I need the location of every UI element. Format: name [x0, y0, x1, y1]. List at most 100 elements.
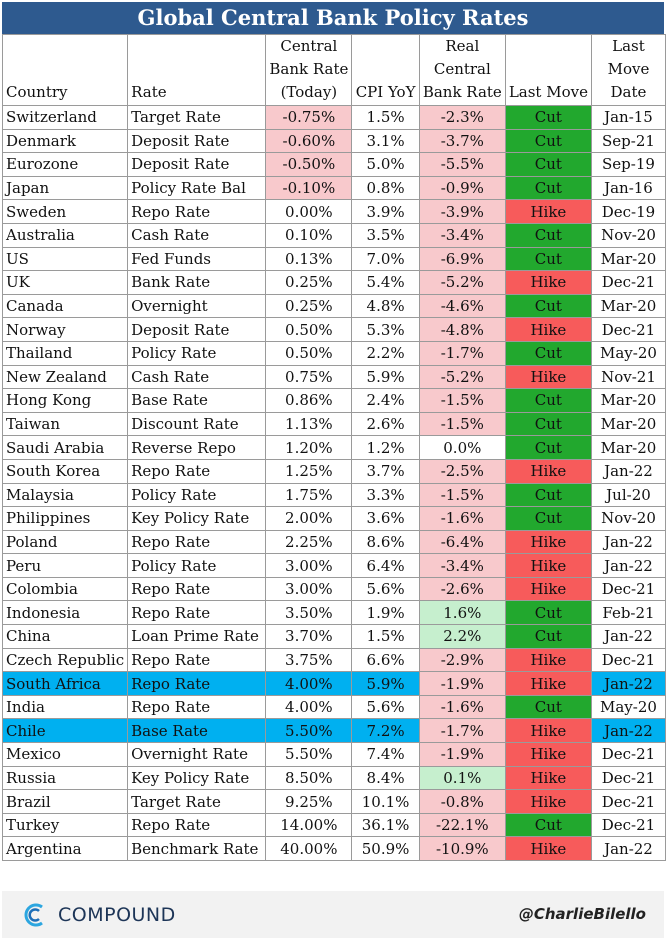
cpi-cell: 8.6%: [351, 529, 420, 555]
last-move-cell: Hike: [504, 270, 592, 295]
table-row: China Loan Prime Rate 3.70% 1.5% 2.2% Cut Jan-…: [1, 624, 666, 649]
last-move-date-cell: Mar-20: [590, 388, 666, 413]
table-row: Japan Policy Rate Bal -0.10% 0.8% -0.9% Cut Ja…: [1, 175, 666, 201]
last-move-date-cell: Dec-21: [590, 789, 666, 814]
last-move-date-cell: Sep-21: [590, 128, 666, 154]
last-move-cell: Hike: [504, 576, 592, 602]
cpi-cell: 5.6%: [351, 576, 420, 602]
cpi-cell: 6.4%: [351, 553, 420, 578]
cpi-cell: 5.6%: [351, 694, 420, 720]
central-bank-rate-cell: 0.10%: [265, 222, 353, 248]
rate-type-cell: Deposit Rate: [127, 317, 267, 342]
central-bank-rate-cell: 2.25%: [265, 529, 353, 555]
rate-type-cell: Overnight: [127, 293, 267, 319]
header-country: Country: [1, 34, 129, 106]
central-bank-rate-cell: 4.00%: [265, 694, 353, 720]
real-rate-cell: -2.9%: [418, 647, 506, 673]
compound-c-icon: [24, 903, 43, 927]
last-move-cell: Cut: [504, 624, 592, 649]
table-row: Czech Republic Repo Rate 3.75% 6.6% -2.9% Hik…: [1, 647, 666, 673]
last-move-cell: Hike: [504, 765, 592, 791]
country-cell: New Zealand: [1, 364, 129, 390]
last-move-cell: Cut: [504, 388, 592, 413]
table-row: Sweden Repo Rate 0.00% 3.9% -3.9% Hike Dec-19: [1, 199, 666, 224]
table-row: UK Bank Rate 0.25% 5.4% -5.2% Hike Dec-21: [1, 270, 666, 295]
central-bank-rate-cell: -0.10%: [265, 175, 353, 201]
last-move-cell: Cut: [504, 105, 592, 130]
central-bank-rate-cell: 0.13%: [265, 246, 353, 272]
rate-type-cell: Key Policy Rate: [127, 765, 267, 791]
table-row: Saudi Arabia Reverse Repo 1.20% 1.2% 0.0% Cut…: [1, 435, 666, 460]
country-cell: Eurozone: [1, 152, 129, 177]
table-title: Global Central Bank Policy Rates: [2, 2, 664, 34]
cpi-cell: 5.9%: [351, 671, 420, 696]
last-move-date-cell: Dec-21: [590, 647, 666, 673]
rate-type-cell: Deposit Rate: [127, 128, 267, 154]
real-rate-cell: -4.6%: [418, 293, 506, 319]
rate-type-cell: Repo Rate: [127, 600, 267, 626]
last-move-cell: Hike: [504, 199, 592, 224]
cpi-cell: 3.7%: [351, 458, 420, 484]
cpi-cell: 10.1%: [351, 789, 420, 814]
cpi-cell: 3.5%: [351, 222, 420, 248]
real-rate-cell: -1.6%: [418, 506, 506, 531]
real-rate-cell: -0.9%: [418, 175, 506, 201]
cpi-cell: 3.1%: [351, 128, 420, 154]
table-row: Turkey Repo Rate 14.00% 36.1% -22.1% Cut Dec-2…: [1, 812, 666, 838]
last-move-date-cell: Mar-20: [590, 411, 666, 437]
table-row: Switzerland Target Rate -0.75% 1.5% -2.3% Cut…: [1, 105, 666, 130]
last-move-date-cell: Dec-21: [590, 765, 666, 791]
rate-type-cell: Discount Rate: [127, 411, 267, 437]
header-cbr-line: Bank Rate: [269, 60, 349, 78]
central-bank-rate-cell: -0.75%: [265, 105, 353, 130]
table-row: South Africa Repo Rate 4.00% 5.9% -1.9% Hike J…: [1, 671, 666, 696]
real-rate-cell: -1.9%: [418, 742, 506, 767]
header-date-line: Last: [612, 37, 645, 55]
central-bank-rate-cell: 14.00%: [265, 812, 353, 838]
real-rate-cell: -3.9%: [418, 199, 506, 224]
rate-type-cell: Key Policy Rate: [127, 506, 267, 531]
country-cell: US: [1, 246, 129, 272]
header-real-rate: Real Central Bank Rate: [418, 34, 506, 106]
last-move-cell: Cut: [504, 222, 592, 248]
last-move-date-cell: Nov-21: [590, 364, 666, 390]
cpi-cell: 7.4%: [351, 742, 420, 767]
last-move-cell: Cut: [504, 340, 592, 366]
table-row: US Fed Funds 0.13% 7.0% -6.9% Cut Mar-20: [1, 246, 666, 272]
cpi-cell: 5.9%: [351, 364, 420, 390]
table-row: Eurozone Deposit Rate -0.50% 5.0% -5.5% Cut Se…: [1, 152, 666, 177]
last-move-cell: Hike: [504, 742, 592, 767]
table-row: Peru Policy Rate 3.00% 6.4% -3.4% Hike Jan-22: [1, 553, 666, 578]
country-cell: Mexico: [1, 742, 129, 767]
central-bank-rate-cell: 3.00%: [265, 576, 353, 602]
central-bank-rate-cell: 1.75%: [265, 482, 353, 508]
rate-type-cell: Policy Rate: [127, 482, 267, 508]
country-cell: Brazil: [1, 789, 129, 814]
country-cell: Malaysia: [1, 482, 129, 508]
country-cell: Philippines: [1, 506, 129, 531]
last-move-date-cell: Feb-21: [590, 600, 666, 626]
rate-type-cell: Base Rate: [127, 718, 267, 744]
cpi-cell: 5.0%: [351, 152, 420, 177]
cpi-cell: 1.5%: [351, 105, 420, 130]
last-move-cell: Cut: [504, 411, 592, 437]
country-cell: China: [1, 624, 129, 649]
real-rate-cell: -22.1%: [418, 812, 506, 838]
rate-type-cell: Repo Rate: [127, 529, 267, 555]
last-move-cell: Cut: [504, 694, 592, 720]
last-move-date-cell: Mar-20: [590, 293, 666, 319]
real-rate-cell: -2.6%: [418, 576, 506, 602]
table-row: Australia Cash Rate 0.10% 3.5% -3.4% Cut Nov-2…: [1, 222, 666, 248]
real-rate-cell: -3.7%: [418, 128, 506, 154]
cpi-cell: 3.6%: [351, 506, 420, 531]
central-bank-rate-cell: 3.70%: [265, 624, 353, 649]
last-move-cell: Hike: [504, 317, 592, 342]
country-cell: Taiwan: [1, 411, 129, 437]
country-cell: Colombia: [1, 576, 129, 602]
header-row: Country Rate Central Bank Rate (Today) C…: [1, 34, 666, 106]
last-move-cell: Hike: [504, 364, 592, 390]
last-move-cell: Hike: [504, 789, 592, 814]
central-bank-rate-cell: 0.86%: [265, 388, 353, 413]
last-move-date-cell: Dec-21: [590, 576, 666, 602]
real-rate-cell: -1.5%: [418, 388, 506, 413]
